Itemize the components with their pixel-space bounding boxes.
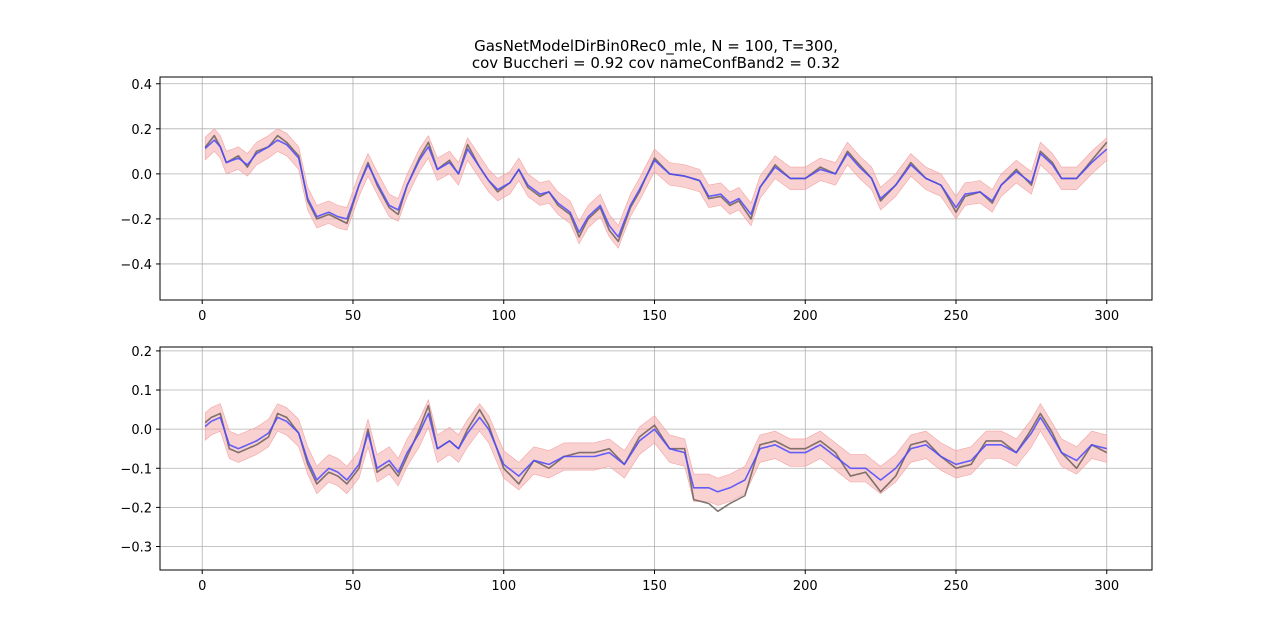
- y-tick-label: −0.3: [120, 541, 152, 556]
- y-tick-label: −0.4: [120, 258, 152, 273]
- x-tick-label: 250: [944, 309, 969, 324]
- x-tick-label: 50: [345, 579, 362, 594]
- axes-frame: [159, 76, 1153, 301]
- y-tick-label: −0.2: [120, 501, 152, 516]
- x-tick-label: 0: [198, 579, 206, 594]
- x-tick-label: 100: [491, 579, 516, 594]
- confidence-band: [204, 128, 1108, 249]
- true-series-line: [204, 404, 1108, 513]
- axes-frame: [159, 346, 1153, 571]
- bottom-subplot: 0 50 100 150 200 250 300 −0.3 −0.2 −0.1 0.0 0.1 0.2: [120, 345, 1153, 594]
- chart-title-line-2: cov Buccheri = 0.92 cov nameConfBand2 = …: [472, 54, 840, 72]
- top-subplot: 0 50 100 150 200 250 300 −0.4 −0.2 0.0 0.2 0.4: [120, 76, 1153, 324]
- chart-title-line-1: GasNetModelDirBin0Rec0_mle, N = 100, T=3…: [474, 37, 838, 56]
- x-tick-label: 300: [1094, 579, 1119, 594]
- x-tick-label: 50: [345, 309, 362, 324]
- x-tick-label: 300: [1094, 309, 1119, 324]
- y-tick-label: 0.0: [131, 168, 152, 183]
- x-tick-label: 150: [642, 579, 667, 594]
- x-tick-label: 0: [198, 309, 206, 324]
- x-tick-label: 200: [793, 309, 818, 324]
- x-tick-label: 200: [793, 579, 818, 594]
- y-tick-label: −0.2: [120, 213, 152, 228]
- y-tick-label: −0.1: [120, 462, 152, 477]
- y-tick-label: 0.2: [131, 345, 152, 360]
- y-tick-label: 0.0: [131, 423, 152, 438]
- y-tick-label: 0.1: [131, 384, 152, 399]
- y-tick-label: 0.4: [131, 78, 152, 93]
- x-tick-label: 100: [491, 309, 516, 324]
- filtered-series-line: [204, 412, 1108, 493]
- x-tick-label: 150: [642, 309, 667, 324]
- filtered-series-line: [204, 139, 1108, 238]
- x-tick-label: 250: [944, 579, 969, 594]
- y-tick-label: 0.2: [131, 123, 152, 138]
